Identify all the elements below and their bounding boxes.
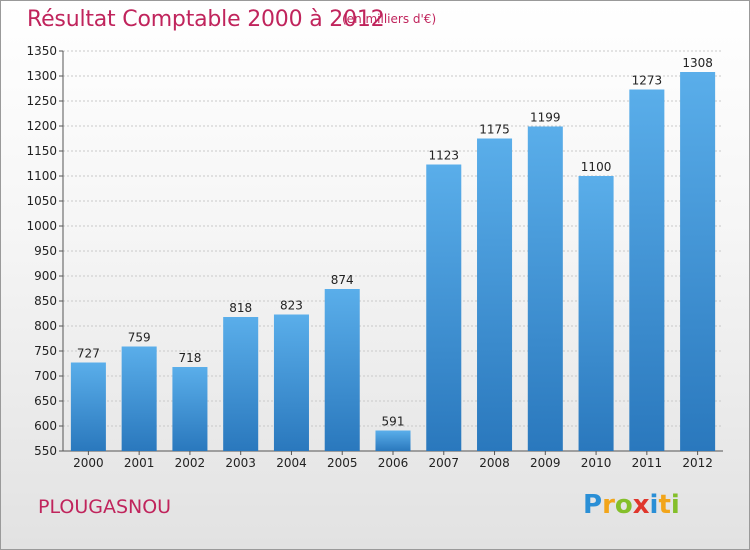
logo-letter: i: [670, 490, 680, 520]
y-tick-label: 650: [34, 394, 57, 408]
grid-lines: [63, 50, 723, 452]
y-tick-label: 1000: [26, 219, 57, 233]
labels: 550 600 650 700 750 800 850 900 950 1000 1050 1100 1…: [26, 44, 712, 470]
bar-value-label: 874: [331, 273, 354, 287]
bar: [324, 289, 360, 451]
x-tick-label: 2005: [327, 456, 358, 470]
bar: [477, 138, 513, 451]
bar-value-label: 1273: [632, 74, 663, 88]
bar-value-label: 591: [382, 415, 405, 429]
logo-letter: P: [583, 490, 603, 520]
bar: [426, 164, 462, 451]
bar: [121, 346, 157, 451]
y-tick-label: 1200: [26, 119, 57, 133]
y-tick-label: 750: [34, 344, 57, 358]
bar: [273, 314, 309, 451]
y-tick-label: 800: [34, 319, 57, 333]
x-tick-label: 2004: [276, 456, 307, 470]
bar-value-label: 1100: [581, 160, 612, 174]
x-tick-label: 2006: [378, 456, 409, 470]
logo-letter: r: [602, 490, 615, 520]
y-tick-label: 700: [34, 369, 57, 383]
bar: [578, 176, 614, 451]
x-tick-label: 2001: [124, 456, 155, 470]
bar-value-label: 759: [128, 331, 151, 345]
y-tick-label: 1150: [26, 144, 57, 158]
y-tick-label: 550: [34, 444, 57, 458]
bar-value-label: 1123: [428, 149, 459, 163]
y-tick-label: 600: [34, 419, 57, 433]
y-tick-label: 1250: [26, 94, 57, 108]
bar: [70, 362, 106, 451]
bar: [527, 126, 563, 451]
y-tick-label: 1350: [26, 44, 57, 58]
x-tick-label: 2007: [428, 456, 459, 470]
logo-letter: x: [632, 490, 650, 520]
logo-letter: o: [614, 490, 633, 520]
logo-letter: t: [658, 490, 671, 520]
y-tick-label: 1300: [26, 69, 57, 83]
bar-value-label: 823: [280, 299, 303, 313]
y-tick-label: 1100: [26, 169, 57, 183]
y-tick-label: 850: [34, 294, 57, 308]
bar: [629, 89, 665, 451]
x-tick-label: 2010: [581, 456, 612, 470]
bar-value-label: 727: [77, 347, 100, 361]
y-tick-label: 950: [34, 244, 57, 258]
bar-value-label: 1199: [530, 111, 561, 125]
logo-letter: i: [649, 490, 659, 520]
bar: [375, 430, 411, 451]
chart-subtitle: (en milliers d'€): [342, 12, 437, 26]
x-tick-label: 2011: [632, 456, 663, 470]
bar: [172, 367, 208, 451]
x-tick-label: 2002: [175, 456, 206, 470]
x-tick-label: 2009: [530, 456, 561, 470]
bar: [680, 72, 716, 451]
bar-value-label: 1308: [682, 56, 713, 70]
bar: [223, 317, 259, 451]
x-tick-label: 2008: [479, 456, 510, 470]
bar-value-label: 718: [178, 351, 201, 365]
x-tick-label: 2003: [225, 456, 256, 470]
chart-title: Résultat Comptable 2000 à 2012: [27, 7, 385, 32]
bar-value-label: 818: [229, 301, 252, 315]
x-tick-label: 2012: [682, 456, 713, 470]
y-tick-label: 1050: [26, 194, 57, 208]
commune-name: PLOUGASNOU: [38, 496, 172, 518]
x-tick-label: 2000: [73, 456, 104, 470]
proxiti-logo[interactable]: Proxiti: [583, 490, 680, 520]
bars: [70, 72, 716, 451]
y-tick-label: 900: [34, 269, 57, 283]
bar-value-label: 1175: [479, 123, 510, 137]
axes: [59, 50, 723, 455]
